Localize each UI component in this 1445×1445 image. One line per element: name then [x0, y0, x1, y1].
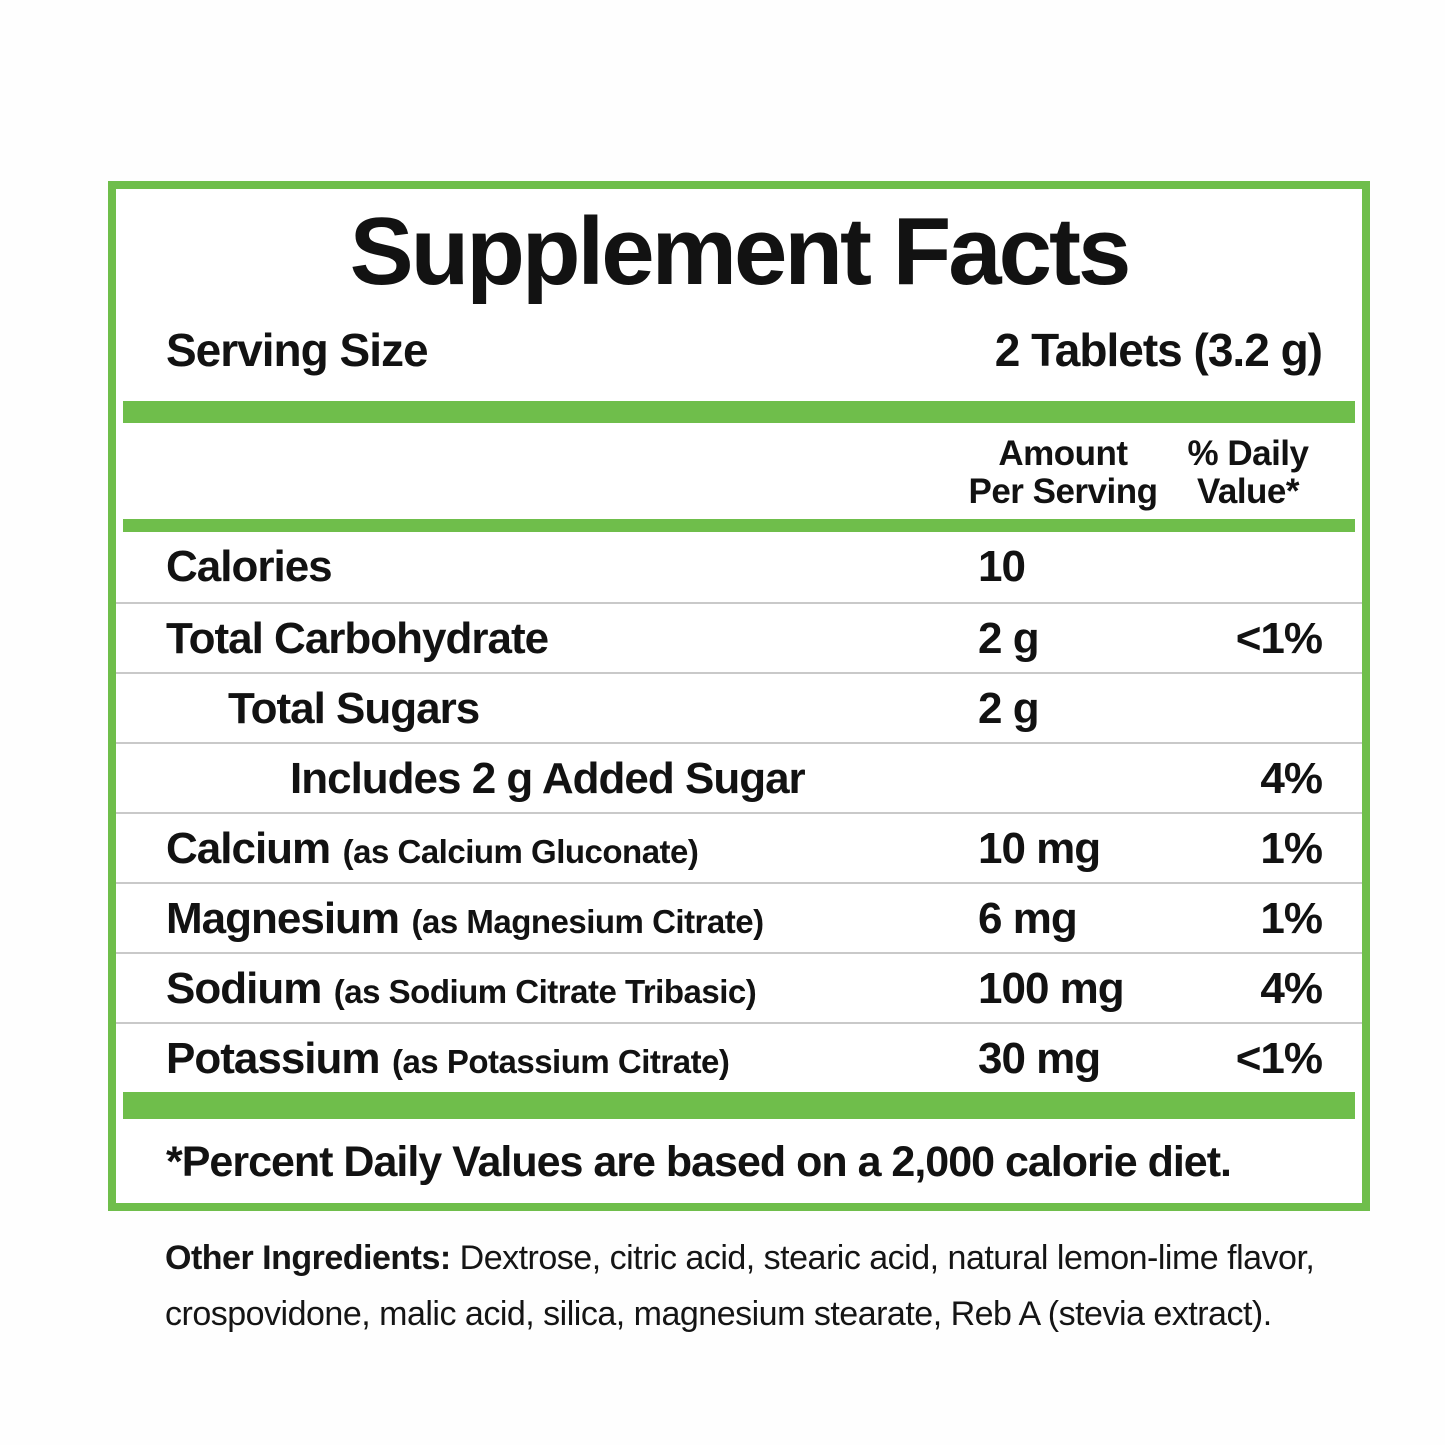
divider-bar-top [123, 401, 1355, 423]
daily-value: 1% [1260, 894, 1323, 943]
serving-size-value: 2 Tablets (3.2 g) [994, 324, 1323, 376]
nutrient-name: Magnesium [166, 894, 400, 943]
daily-value-column-header: % Daily Value* [1168, 435, 1328, 511]
nutrient-name: Potassium [166, 1034, 381, 1083]
nutrient-name-cell: Calories [166, 532, 962, 602]
amount-value: 30 mg [978, 1034, 1101, 1083]
other-ingredients-text: Dextrose, citric acid, stearic acid, nat… [165, 1239, 1315, 1333]
amount-header-line1: Amount [998, 434, 1128, 473]
column-header-spacer [166, 435, 958, 511]
nutrient-name-cell: Calcium (as Calcium Gluconate) [166, 814, 962, 882]
nutrient-name-cell: Total Sugars [166, 674, 962, 742]
amount-value: 10 [978, 542, 1026, 591]
nutrient-table: Calories 10 Total Carbohydrate 2 g <1% T… [116, 532, 1362, 1092]
amount-value: 10 mg [978, 824, 1101, 873]
nutrient-name-cell: Total Carbohydrate [166, 604, 962, 672]
amount-value: 2 g [978, 614, 1040, 663]
supplement-facts-panel: Supplement Facts Serving Size 2 Tablets … [108, 181, 1370, 1211]
table-row-magnesium: Magnesium (as Magnesium Citrate) 6 mg 1% [116, 882, 1362, 952]
nutrient-source: (as Calcium Gluconate) [342, 833, 699, 870]
daily-value [1172, 674, 1322, 742]
other-ingredients-paragraph: Other Ingredients: Dextrose, citric acid… [165, 1230, 1400, 1342]
nutrient-name: Calories [166, 542, 333, 591]
dv-header-line1: % Daily [1187, 434, 1310, 473]
amount-value: 2 g [978, 684, 1040, 733]
nutrient-source: (as Sodium Citrate Tribasic) [333, 973, 757, 1010]
nutrient-source: (as Potassium Citrate) [391, 1043, 730, 1080]
table-row-total-sugars: Total Sugars 2 g [116, 672, 1362, 742]
divider-bar-bottom [123, 1092, 1355, 1119]
nutrient-name-cell: Sodium (as Sodium Citrate Tribasic) [166, 954, 962, 1022]
table-row-calories: Calories 10 [116, 532, 1362, 602]
nutrient-source: (as Magnesium Citrate) [411, 903, 765, 940]
column-header-row: Amount Per Serving % Daily Value* [116, 435, 1362, 511]
nutrient-name: Total Carbohydrate [166, 614, 549, 663]
nutrient-name: Sodium [166, 964, 322, 1013]
daily-value: <1% [1235, 614, 1323, 663]
nutrient-name: Total Sugars [228, 684, 480, 733]
table-row-sodium: Sodium (as Sodium Citrate Tribasic) 100 … [116, 952, 1362, 1022]
daily-value-footnote: *Percent Daily Values are based on a 2,0… [166, 1138, 1232, 1186]
daily-value [1172, 532, 1322, 602]
other-ingredients-label: Other Ingredients: [165, 1239, 451, 1277]
table-row-total-carbohydrate: Total Carbohydrate 2 g <1% [116, 602, 1362, 672]
daily-value: 4% [1260, 754, 1323, 803]
serving-size-row: Serving Size 2 Tablets (3.2 g) [116, 323, 1362, 377]
amount-value [962, 744, 1172, 812]
amount-value: 6 mg [978, 894, 1078, 943]
serving-size-label: Serving Size [166, 324, 429, 376]
amount-value: 100 mg [978, 964, 1125, 1013]
table-row-added-sugar: Includes 2 g Added Sugar 4% [116, 742, 1362, 812]
table-row-calcium: Calcium (as Calcium Gluconate) 10 mg 1% [116, 812, 1362, 882]
nutrient-name-cell: Magnesium (as Magnesium Citrate) [166, 884, 962, 952]
divider-bar-header [123, 519, 1355, 532]
nutrient-name-cell: Potassium (as Potassium Citrate) [166, 1024, 962, 1092]
daily-value: <1% [1235, 1034, 1323, 1083]
dv-header-line2: Value* [1196, 472, 1300, 511]
nutrient-name-cell: Includes 2 g Added Sugar [166, 744, 962, 812]
nutrient-name: Calcium [166, 824, 331, 873]
daily-value: 4% [1260, 964, 1323, 1013]
amount-header-line2: Per Serving [968, 472, 1158, 511]
amount-column-header: Amount Per Serving [958, 435, 1168, 511]
daily-value: 1% [1260, 824, 1323, 873]
nutrient-name: Includes 2 g Added Sugar [290, 754, 806, 803]
table-row-potassium: Potassium (as Potassium Citrate) 30 mg <… [116, 1022, 1362, 1092]
panel-title: Supplement Facts [349, 198, 1132, 305]
